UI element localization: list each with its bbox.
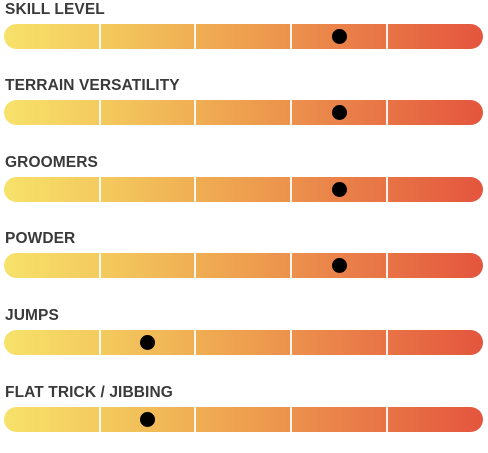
- rating-row-flat-trick-jibbing: FLAT TRICK / JIBBING: [0, 383, 488, 453]
- scale-divider: [386, 100, 388, 125]
- rating-marker: [332, 258, 347, 273]
- rating-scale: [4, 100, 483, 125]
- scale-divider: [290, 253, 292, 278]
- scale-divider: [386, 407, 388, 432]
- rating-label: FLAT TRICK / JIBBING: [5, 384, 173, 401]
- scale-divider: [194, 330, 196, 355]
- scale-divider: [386, 177, 388, 202]
- rating-scale: [4, 253, 483, 278]
- rating-row-skill-level: SKILL LEVEL: [0, 0, 488, 70]
- rating-row-terrain-versatility: TERRAIN VERSATILITY: [0, 76, 488, 146]
- rating-scale: [4, 24, 483, 49]
- rating-row-powder: POWDER: [0, 229, 488, 299]
- rating-scale: [4, 407, 483, 432]
- rating-marker: [332, 29, 347, 44]
- scale-divider: [194, 24, 196, 49]
- scale-divider: [290, 177, 292, 202]
- rating-marker: [140, 412, 155, 427]
- rating-label: JUMPS: [5, 307, 59, 324]
- rating-marker: [332, 182, 347, 197]
- scale-divider: [290, 24, 292, 49]
- scale-divider: [386, 24, 388, 49]
- scale-divider: [290, 100, 292, 125]
- scale-divider: [99, 100, 101, 125]
- rating-label: GROOMERS: [5, 154, 98, 171]
- rating-label: POWDER: [5, 230, 76, 247]
- rating-marker: [332, 105, 347, 120]
- rating-label: SKILL LEVEL: [5, 1, 105, 18]
- scale-divider: [290, 407, 292, 432]
- scale-divider: [99, 407, 101, 432]
- rating-marker: [140, 335, 155, 350]
- rating-scale: [4, 177, 483, 202]
- rating-list: SKILL LEVEL TERRAIN VERSATILITY GROOMERS: [0, 0, 488, 432]
- scale-divider: [386, 253, 388, 278]
- rating-label: TERRAIN VERSATILITY: [5, 77, 180, 94]
- scale-divider: [194, 177, 196, 202]
- rating-row-jumps: JUMPS: [0, 306, 488, 376]
- scale-divider: [99, 177, 101, 202]
- scale-divider: [99, 253, 101, 278]
- rating-scale: [4, 330, 483, 355]
- scale-divider: [290, 330, 292, 355]
- scale-divider: [99, 24, 101, 49]
- rating-row-groomers: GROOMERS: [0, 153, 488, 223]
- scale-divider: [386, 330, 388, 355]
- scale-divider: [194, 407, 196, 432]
- scale-divider: [194, 100, 196, 125]
- scale-divider: [99, 330, 101, 355]
- scale-divider: [194, 253, 196, 278]
